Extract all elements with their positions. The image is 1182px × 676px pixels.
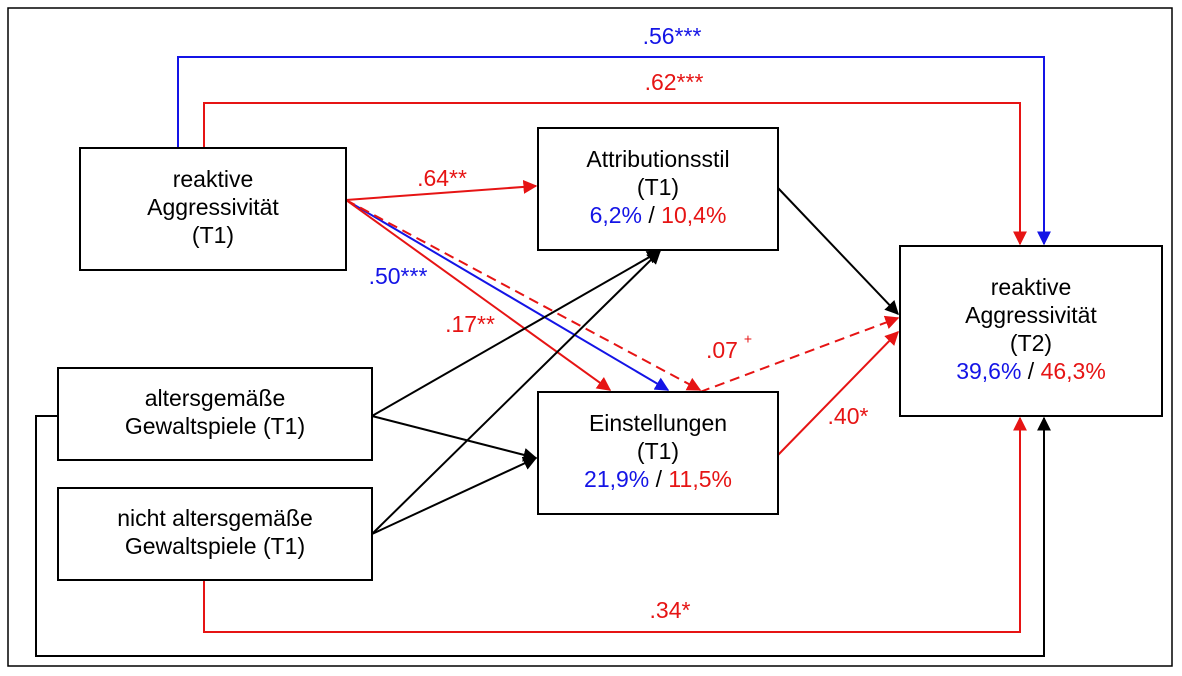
node-label: altersgemäße [145, 385, 286, 411]
edge-label: .07 [706, 337, 738, 363]
node-shares: 39,6% / 46,3% [956, 358, 1106, 384]
node-label: Aggressivität [965, 302, 1097, 328]
nodes: reaktiveAggressivität(T1)Attributionssti… [57, 127, 1163, 581]
arrow [35, 415, 1051, 657]
node: Einstellungen(T1)21,9% / 11,5% [537, 391, 779, 515]
edge-label: .17** [445, 311, 495, 337]
arrow [345, 199, 612, 391]
arrows [35, 56, 1051, 657]
edge-label: .50*** [369, 263, 428, 289]
node-box [57, 487, 373, 581]
edge-label: .62*** [645, 69, 704, 95]
share: 11,5% [662, 466, 732, 492]
node-label: Gewaltspiele (T1) [125, 533, 305, 559]
arrow [371, 456, 538, 535]
node-label: Gewaltspiele (T1) [125, 413, 305, 439]
share: 21,9% [584, 466, 649, 492]
node-label: Einstellungen [589, 410, 727, 436]
node-label: (T1) [192, 222, 234, 248]
arrow [699, 315, 900, 393]
edge-labels: .56*** .62*** .64** .50*** .17** .07 + .… [369, 23, 869, 623]
arrow [371, 415, 538, 462]
share: 10,4% [655, 202, 727, 228]
share: 39,6% [956, 358, 1021, 384]
node-label: (T2) [1010, 330, 1052, 356]
share: / [642, 202, 655, 228]
edge-label-sup: + [744, 331, 752, 347]
arrow [203, 416, 1027, 633]
arrow [177, 56, 1051, 246]
node-label: nicht altersgemäße [117, 505, 313, 531]
arrow [345, 179, 538, 201]
node-label: (T1) [637, 438, 679, 464]
arrow [371, 250, 662, 417]
arrow [371, 250, 661, 535]
node-box [57, 367, 373, 461]
node-shares: 6,2% / 10,4% [590, 202, 727, 228]
node-label: reaktive [173, 166, 254, 192]
edge-label: .40* [828, 403, 869, 429]
frame [7, 7, 1173, 667]
share: 46,3% [1034, 358, 1106, 384]
arrow [345, 199, 702, 391]
node-box [899, 245, 1163, 417]
arrow [203, 102, 1027, 246]
node-label: Aggressivität [147, 194, 279, 220]
node-label: Attributionsstil [586, 146, 729, 172]
arrow [777, 330, 899, 456]
arrow [777, 187, 899, 316]
node: Attributionsstil(T1)6,2% / 10,4% [537, 127, 779, 251]
edge-label: .34* [650, 597, 691, 623]
share: / [1021, 358, 1034, 384]
share: 6,2% [590, 202, 642, 228]
node-box [537, 391, 779, 515]
arrow [345, 199, 670, 391]
node-label: reaktive [991, 274, 1072, 300]
node-shares: 21,9% / 11,5% [584, 466, 732, 492]
edge-label: .56*** [643, 23, 702, 49]
node-box [79, 147, 347, 271]
share: / [649, 466, 662, 492]
edge-label: .64** [417, 165, 467, 191]
node-box [537, 127, 779, 251]
node-label: (T1) [637, 174, 679, 200]
